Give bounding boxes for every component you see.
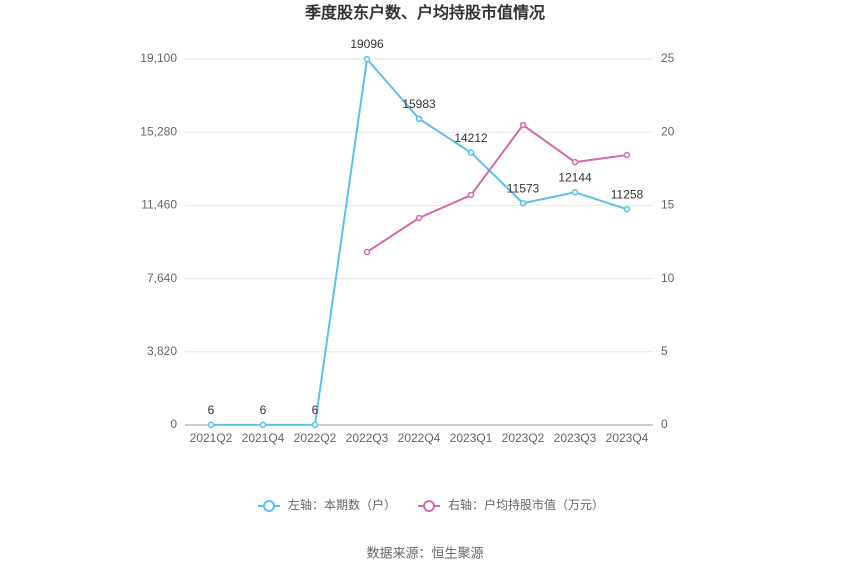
y-tick-label: 3,820 (147, 344, 177, 358)
point (259, 421, 267, 429)
data-label: 6 (260, 403, 267, 417)
x-tick-label: 2023Q2 (502, 431, 545, 445)
data-label: 11573 (507, 181, 540, 195)
legend-label: 右轴：户均持股市值（万元） (448, 497, 604, 512)
series-line (211, 56, 628, 426)
point (467, 149, 475, 156)
x-tick-label: 2022Q2 (294, 431, 337, 445)
data-label: 19096 (350, 37, 384, 51)
y2-tick-label: 25 (661, 51, 675, 65)
source-note: 数据来源：恒生聚源 (366, 545, 483, 560)
y-tick-label: 7,640 (147, 271, 177, 285)
x-tick-label: 2022Q4 (398, 431, 441, 445)
x-tick-label: 2021Q4 (242, 431, 285, 445)
point (363, 248, 371, 256)
legend-marker (263, 500, 275, 512)
y2-tick-label: 20 (661, 124, 675, 138)
legend-label: 左轴：本期数（户） (288, 497, 396, 512)
y2-tick-label: 0 (661, 417, 668, 431)
y-tick-label: 19,100 (140, 51, 177, 65)
point (363, 55, 371, 63)
x-tick-label: 2022Q3 (346, 431, 389, 445)
point (571, 189, 579, 196)
x-tick-label: 2023Q4 (606, 431, 649, 445)
x-tick-label: 2021Q2 (190, 431, 233, 445)
series-line (366, 123, 628, 253)
data-label: 6 (208, 403, 215, 417)
point (311, 421, 319, 429)
data-label: 6 (312, 403, 319, 417)
point (571, 158, 579, 166)
x-tick-label: 2023Q3 (554, 431, 597, 445)
y-tick-label: 0 (170, 417, 177, 431)
point (623, 206, 631, 213)
legend-marker (423, 500, 436, 512)
data-label: 15983 (402, 97, 436, 111)
point (207, 421, 215, 429)
y2-tick-label: 15 (661, 198, 675, 212)
point (415, 115, 423, 122)
chart-title: 季度股东户数、户均持股市值情况 (304, 3, 545, 22)
point (623, 151, 631, 159)
y-tick-label: 15,280 (140, 124, 177, 138)
point (467, 191, 475, 199)
y2-tick-label: 10 (661, 271, 675, 285)
y-tick-label: 11,460 (141, 198, 177, 212)
x-tick-label: 2023Q1 (450, 431, 493, 445)
data-label: 11258 (611, 187, 644, 201)
y2-tick-label: 5 (661, 344, 668, 358)
point (415, 214, 423, 222)
data-label: 12144 (558, 170, 592, 184)
point (519, 199, 527, 207)
point (519, 121, 527, 129)
data-label: 14212 (454, 131, 488, 145)
